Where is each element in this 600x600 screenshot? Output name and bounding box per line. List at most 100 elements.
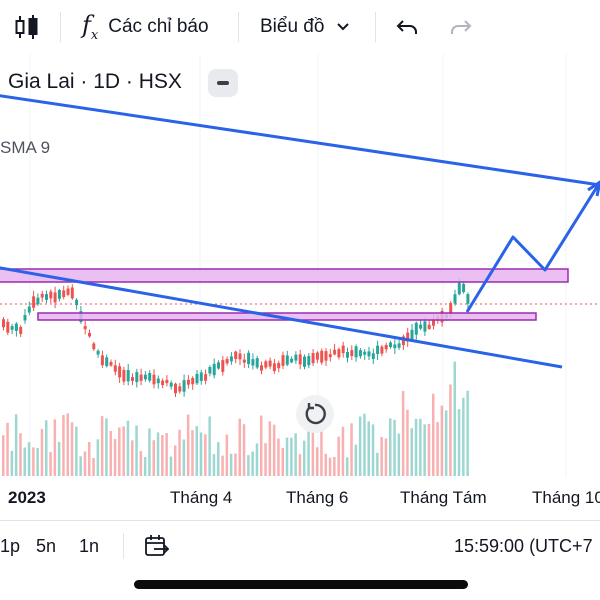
toolbar-divider: [375, 12, 376, 42]
toolbar-divider: [238, 12, 239, 42]
candle-body: [367, 351, 371, 357]
volume-bar: [272, 424, 276, 476]
candle-body: [449, 303, 453, 315]
candle-body: [23, 314, 27, 321]
volume-bar: [449, 384, 452, 476]
candle-body: [49, 291, 53, 299]
candle-body: [131, 377, 134, 381]
reset-chart-button[interactable]: [296, 395, 334, 433]
upper-trendline[interactable]: [0, 94, 600, 187]
volume-bar: [247, 455, 250, 476]
candle-body: [389, 342, 392, 348]
indicators-button[interactable]: fx Các chỉ báo: [82, 0, 209, 54]
candle-body: [217, 362, 220, 369]
volume-bar: [277, 438, 280, 476]
volume-bar: [225, 434, 229, 476]
volume-bar: [178, 429, 181, 476]
candle-body: [264, 361, 268, 368]
projection-path[interactable]: [465, 181, 600, 313]
volume-bar: [324, 453, 327, 476]
volume-bar: [49, 452, 52, 476]
chart-type-dropdown[interactable]: Biểu đồ: [260, 0, 350, 54]
candle-body: [457, 282, 461, 295]
volume-bar: [311, 429, 315, 476]
candle-body: [307, 356, 311, 366]
redo-button[interactable]: [450, 0, 472, 54]
volume-bar: [221, 455, 224, 476]
candle-body: [393, 344, 397, 349]
volume-bar: [70, 422, 74, 476]
candle-body: [453, 294, 457, 304]
candle-body: [45, 294, 48, 300]
candle-body: [401, 336, 405, 346]
symbol-title[interactable]: Gia Lai · 1D · HSX: [8, 70, 182, 93]
volume-bar: [96, 439, 100, 476]
candle-body: [281, 355, 285, 366]
candle-body: [346, 352, 349, 358]
resistance-zone[interactable]: [0, 268, 569, 283]
volume-bar: [346, 457, 349, 476]
volume-bar: [255, 443, 259, 476]
volume-bar: [19, 433, 22, 476]
candle-body: [75, 299, 79, 306]
candle-body: [406, 332, 410, 342]
candle-body: [40, 293, 44, 298]
range-5n-button[interactable]: 5n: [36, 535, 57, 556]
home-indicator: [134, 580, 468, 589]
range-1p-button[interactable]: 1p: [0, 535, 21, 556]
candle-body: [294, 354, 298, 361]
candlestick-icon[interactable]: [14, 0, 40, 54]
candle-body: [298, 354, 302, 365]
volume-bar: [242, 424, 246, 476]
candle-body: [10, 326, 14, 330]
volume-bar: [156, 432, 160, 476]
volume-bar: [100, 416, 104, 476]
volume-bar: [32, 447, 35, 476]
volume-bar: [191, 430, 194, 476]
indicators-label: Các chỉ báo: [108, 16, 209, 37]
volume-bar: [462, 397, 465, 476]
candle-body: [419, 324, 423, 329]
candle-body: [182, 380, 186, 392]
candle-body: [234, 351, 238, 359]
volume-bar: [165, 433, 168, 476]
candle-body: [350, 350, 354, 357]
candle-body: [126, 369, 130, 382]
volume-bar: [122, 426, 125, 476]
volume-bar: [466, 390, 469, 476]
volume-bar: [53, 419, 57, 476]
volume-bar: [432, 393, 435, 476]
candle-body: [324, 351, 328, 361]
candle-body: [427, 324, 431, 329]
chevron-down-icon: [337, 23, 350, 31]
sma-indicator-label[interactable]: SMA 9: [0, 138, 51, 157]
collapse-legend-button[interactable]: [208, 69, 238, 97]
volume-bar: [208, 416, 211, 476]
undo-button[interactable]: [396, 0, 418, 54]
volume-bar: [92, 457, 95, 476]
volume-bar: [186, 414, 190, 476]
timezone-clock[interactable]: 15:59:00 (UTC+7: [454, 535, 593, 556]
candle-body: [118, 366, 122, 378]
candle-body: [62, 290, 66, 297]
candle-body: [148, 373, 152, 381]
volume-bar: [371, 424, 375, 476]
candle-body: [303, 356, 306, 367]
candle-body: [242, 359, 246, 363]
range-1n-button[interactable]: 1n: [79, 535, 100, 556]
volume-bars: [2, 361, 469, 476]
candle-body: [410, 329, 414, 340]
volume-bar: [315, 447, 319, 476]
volume-bar: [234, 453, 237, 476]
candle-body: [268, 360, 272, 367]
volume-bar: [27, 442, 31, 476]
volume-bar: [79, 456, 82, 476]
candle-body: [135, 372, 139, 383]
go-to-date-button[interactable]: [144, 521, 170, 571]
candle-body: [27, 306, 31, 313]
lower-trendline[interactable]: [0, 266, 563, 369]
toolbar-divider: [60, 12, 61, 42]
candle-body: [260, 365, 263, 371]
volume-bar: [161, 435, 164, 476]
